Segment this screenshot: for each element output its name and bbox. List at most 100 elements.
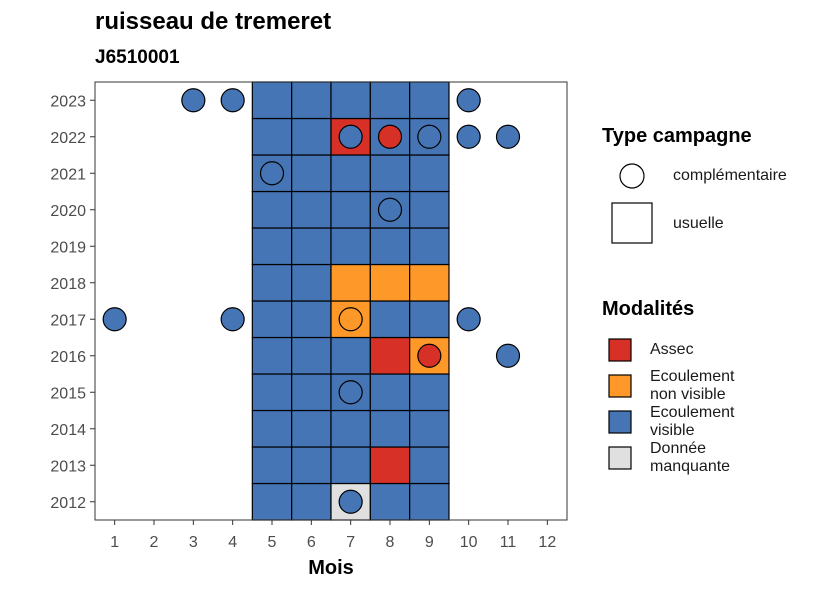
cell-2016-8: [369, 336, 411, 375]
legend-label-visible-line1: Ecoulement: [650, 404, 735, 421]
point-2022-8: [377, 124, 403, 149]
cell-2018-7: [330, 263, 371, 302]
x-tick-label-12: 12: [538, 534, 556, 551]
cell-2012-5: [251, 482, 293, 521]
y-tick-label-2013: 2013: [50, 458, 86, 475]
cell-2019-6: [291, 227, 332, 266]
x-tick-label-6: 6: [307, 534, 316, 551]
cell-2022-6: [291, 117, 332, 156]
x-tick-label-5: 5: [268, 534, 277, 551]
point-2022-10: [456, 124, 481, 149]
y-tick-label-2020: 2020: [50, 203, 86, 220]
legend-swatch-manquante: [608, 446, 632, 470]
x-tick-label-1: 1: [110, 534, 119, 551]
point-2016-11: [495, 343, 521, 368]
point-2020-8: [377, 197, 403, 222]
point-2012-7: [338, 489, 363, 514]
cell-2015-5: [251, 373, 293, 412]
cell-2014-5: [251, 409, 293, 448]
cell-2013-5: [251, 446, 293, 485]
cell-2023-7: [330, 81, 371, 120]
cell-2013-9: [409, 446, 450, 485]
y-axis: 2012 2013 2014 2015 2016 2017 2018 2019 2020 2021…: [50, 93, 95, 512]
point-2017-4: [220, 307, 245, 332]
cell-2019-8: [369, 227, 411, 266]
cell-2023-9: [409, 81, 450, 120]
cell-2014-6: [291, 409, 332, 448]
cell-2023-8: [369, 81, 411, 120]
legend-campaign-title: Type campagne: [602, 125, 752, 147]
y-tick-label-2019: 2019: [50, 239, 86, 256]
point-2023-4: [220, 88, 245, 113]
y-tick-label-2015: 2015: [50, 385, 86, 402]
cell-2019-7: [330, 227, 371, 266]
y-tick-label-2017: 2017: [50, 312, 86, 329]
cell-2021-7: [330, 154, 371, 193]
cell-2014-8: [369, 409, 411, 448]
legend-label-non-visible-line1: Ecoulement: [650, 368, 735, 385]
x-tick-label-7: 7: [346, 534, 355, 551]
legend-swatch-non-visible: [608, 374, 632, 398]
point-2017-7: [338, 307, 363, 332]
cell-2012-8: [369, 482, 411, 521]
cell-2020-7: [330, 190, 371, 229]
x-tick-label-2: 2: [150, 534, 159, 551]
cell-2017-8: [369, 300, 411, 339]
y-tick-label-2021: 2021: [50, 166, 86, 183]
point-2017-1: [102, 307, 127, 332]
cell-2019-9: [409, 227, 450, 266]
cell-2013-6: [291, 446, 332, 485]
x-axis-label: Mois: [308, 557, 354, 579]
x-tick-label-9: 9: [425, 534, 434, 551]
y-tick-label-2016: 2016: [50, 349, 86, 366]
x-tick-label-11: 11: [500, 534, 517, 551]
cell-2015-6: [291, 373, 332, 412]
cell-2018-5: [251, 263, 293, 302]
point-2022-7: [338, 124, 363, 149]
cell-2015-8: [369, 373, 411, 412]
x-tick-label-8: 8: [386, 534, 395, 551]
cell-2021-9: [409, 154, 450, 193]
cell-2022-5: [251, 117, 293, 156]
y-tick-label-2022: 2022: [50, 130, 86, 147]
point-2022-9: [417, 124, 442, 149]
cell-2016-6: [291, 336, 332, 375]
cell-2020-9: [409, 190, 450, 229]
cell-2013-7: [330, 446, 371, 485]
x-tick-label-4: 4: [228, 534, 237, 551]
cell-2016-7: [330, 336, 371, 375]
x-tick-label-10: 10: [460, 534, 478, 551]
x-axis: 1 2 3 4 5 6 7 8 9 10 11 12: [110, 520, 556, 551]
legend-label-assec-line1: Assec: [650, 341, 694, 358]
legend-square-symbol: [611, 202, 653, 244]
legend-swatch-assec: [608, 338, 632, 362]
point-2015-7: [338, 380, 363, 405]
cell-2017-9: [409, 300, 450, 339]
cell-2020-5: [251, 190, 293, 229]
legend-label-non-visible-line2: non visible: [650, 386, 726, 403]
legend-label-complementaire: complémentaire: [673, 167, 787, 184]
cell-2012-9: [409, 482, 450, 521]
x-tick-label-3: 3: [189, 534, 198, 551]
y-tick-label-2014: 2014: [50, 422, 86, 439]
cell-2014-9: [409, 409, 450, 448]
cell-2012-6: [291, 482, 332, 521]
chart-subtitle: J6510001: [95, 47, 180, 68]
point-2022-11: [495, 124, 521, 149]
chart-title: ruisseau de tremeret: [95, 8, 332, 35]
legend-swatch-visible: [608, 410, 632, 434]
plot-panel-border: [94, 81, 568, 521]
cell-2014-7: [330, 409, 371, 448]
legend-modalites-title: Modalités: [602, 298, 695, 320]
cell-2016-5: [251, 336, 293, 375]
cell-2020-6: [291, 190, 332, 229]
cell-2021-8: [369, 154, 411, 193]
legend-label-visible-line2: visible: [650, 422, 695, 439]
cell-2019-5: [251, 227, 293, 266]
y-tick-label-2012: 2012: [50, 495, 86, 512]
cell-2018-8: [369, 263, 411, 302]
cell-2018-6: [291, 263, 332, 302]
cell-2017-5: [251, 300, 293, 339]
legend-label-visible: Ecoulement visible: [650, 404, 735, 440]
